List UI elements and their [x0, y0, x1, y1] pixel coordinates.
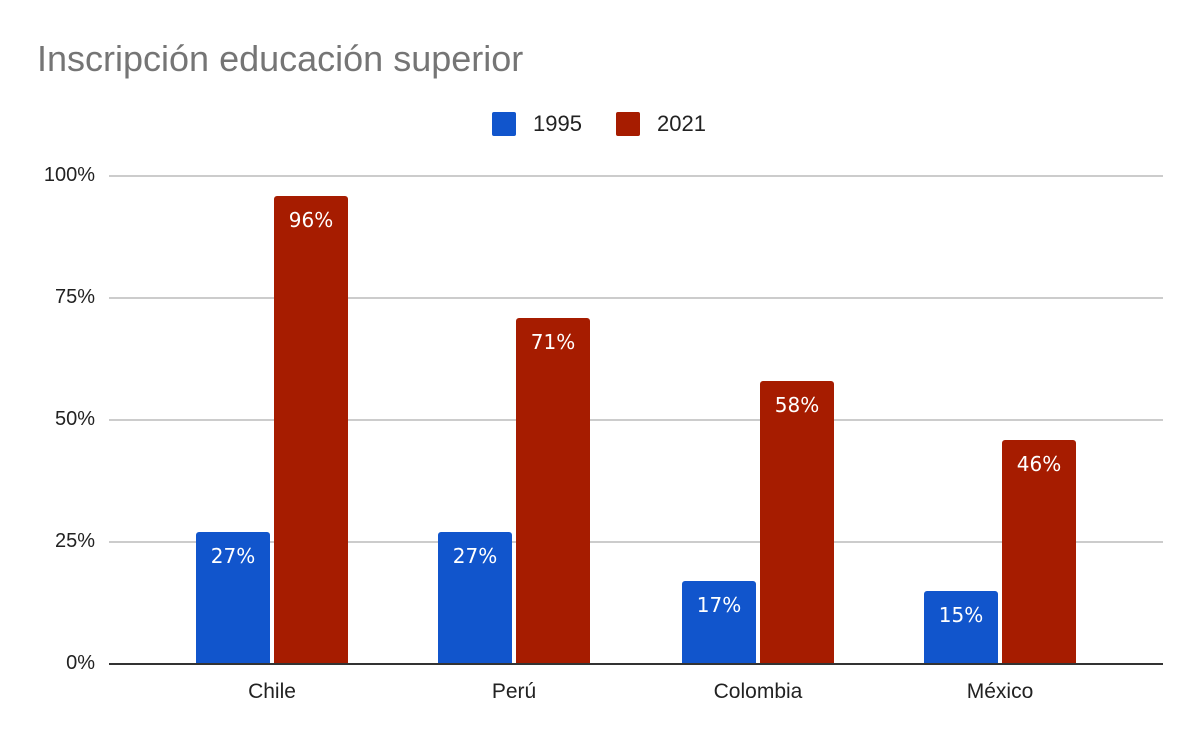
xlabel-peru: Perú [491, 680, 537, 703]
xlabel-colombia: Colombia [713, 680, 803, 703]
ytick-50: 50% [54, 408, 95, 430]
bar-value-label: 17% [696, 593, 742, 618]
legend-label-2021: 2021 [657, 111, 706, 136]
ytick-0: 0% [66, 652, 95, 674]
bar-value-label: 96% [288, 207, 334, 232]
xlabel-mexico: México [966, 680, 1034, 703]
ytick-25: 25% [54, 530, 95, 552]
gridline-100 [109, 175, 1163, 177]
ytick-100: 100% [43, 164, 95, 186]
ytick-75: 75% [54, 286, 95, 308]
bar-value-label: 27% [210, 544, 256, 569]
bar-chile-2021[interactable]: 96% [274, 195, 348, 664]
legend-item-2021[interactable]: 2021 [616, 110, 706, 138]
bar-chile-1995[interactable]: 27% [196, 532, 270, 664]
bar-perú-2021[interactable]: 71% [516, 317, 590, 664]
legend: 1995 2021 [0, 110, 1200, 138]
legend-swatch-2021 [616, 112, 640, 136]
gridline-50 [109, 419, 1163, 421]
xlabel-chile: Chile [248, 680, 296, 703]
bar-perú-1995[interactable]: 27% [438, 532, 512, 664]
gridline-25 [109, 541, 1163, 543]
bar-méxico-2021[interactable]: 46% [1002, 439, 1076, 664]
gridline-75 [109, 297, 1163, 299]
bar-méxico-1995[interactable]: 15% [924, 590, 998, 664]
bar-colombia-2021[interactable]: 58% [760, 380, 834, 664]
bar-value-label: 58% [774, 392, 820, 417]
legend-swatch-1995 [492, 112, 516, 136]
bar-value-label: 46% [1016, 451, 1062, 476]
x-axis-baseline [109, 663, 1163, 665]
bar-value-label: 15% [938, 602, 984, 627]
legend-label-1995: 1995 [533, 111, 582, 136]
chart-title: Inscripción educación superior [37, 38, 524, 79]
bar-value-label: 71% [530, 329, 576, 354]
legend-item-1995[interactable]: 1995 [492, 110, 582, 138]
bar-colombia-1995[interactable]: 17% [682, 581, 756, 664]
bar-value-label: 27% [452, 544, 498, 569]
